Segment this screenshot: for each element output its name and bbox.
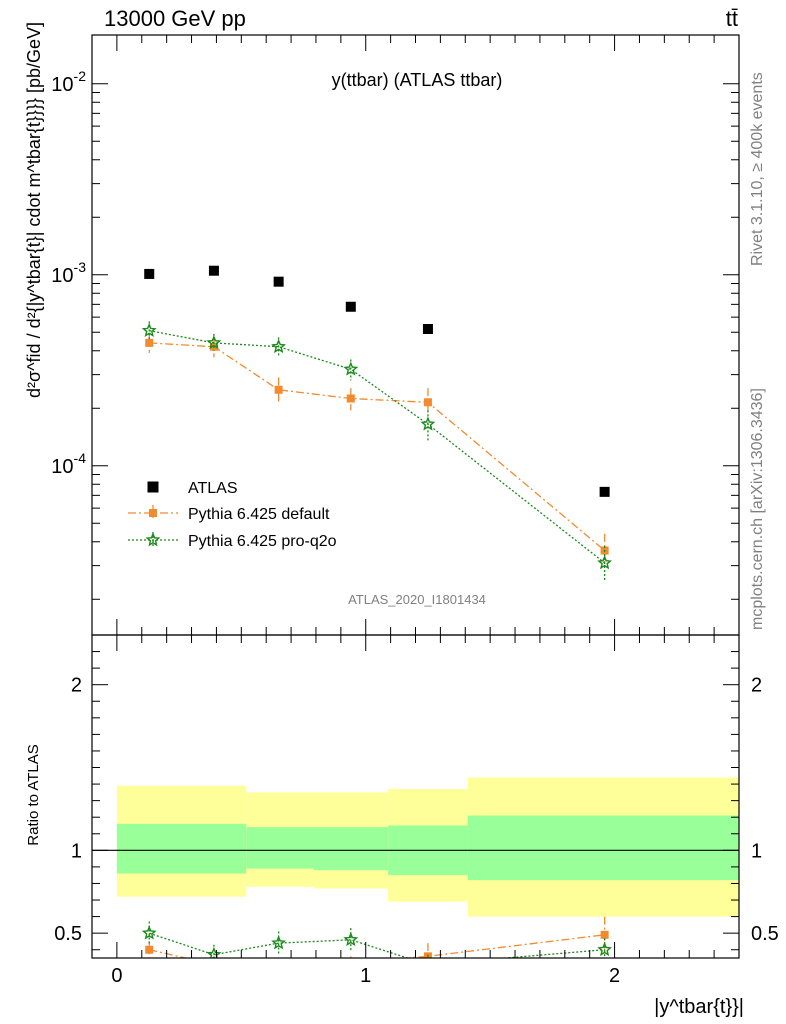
ratio-point (275, 967, 283, 975)
bottom-ytick-label-right: 1 (751, 840, 762, 862)
axes: 10-2 10-3 10-4 0 1 2 0.5 0.5 1 1 2 2 (51, 34, 779, 987)
legend-label: ATLAS (188, 480, 238, 497)
uncertainty-band-green (116, 823, 247, 874)
bottom-ytick-label-right: 0.5 (751, 923, 779, 945)
data-point (420, 416, 436, 431)
ratio-line-0 (149, 934, 605, 958)
data-point (273, 276, 284, 287)
bottom-ytick-label-right: 2 (751, 675, 762, 697)
data-point (206, 335, 222, 350)
rivet-label: Rivet 3.1.10, ≥ 400k events (749, 72, 766, 266)
ratio-point (141, 925, 157, 940)
data-point (208, 265, 219, 276)
legend-marker (145, 532, 161, 547)
legend-marker (147, 481, 159, 493)
data-point (343, 361, 359, 376)
top-ytick-label: 10-3 (51, 259, 86, 287)
legend: ATLAS Pythia 6.425 default Pythia 6.425 pr… (128, 480, 337, 550)
ratio-point (145, 945, 154, 954)
data-point (597, 555, 613, 570)
xtick-label: 1 (360, 965, 371, 987)
top-series (141, 265, 613, 581)
xlabel: |y^tbar{t}}| (654, 996, 744, 1018)
ratio-point (597, 941, 612, 957)
ratio-point (271, 935, 287, 950)
series-line-2 (149, 329, 606, 564)
plot-title: y(ttbar) (ATLAS ttbar) (332, 70, 503, 90)
data-point (345, 301, 356, 312)
data-point (422, 324, 433, 335)
data-point (141, 322, 157, 338)
data-point (144, 268, 155, 279)
top-ytick-label: 10-4 (51, 450, 86, 478)
data-point (423, 398, 432, 407)
mcplots-label: mcplots.cern.ch [arXiv:1306.3436] (749, 388, 766, 630)
ratio-bands (92, 777, 739, 917)
legend-marker (149, 509, 157, 517)
bottom-ytick-label: 0.5 (54, 923, 82, 945)
data-point (274, 385, 283, 394)
ratio-point (347, 959, 355, 967)
ratio-point (210, 961, 218, 969)
data-point (145, 338, 154, 347)
header-right: tt̄ (726, 6, 738, 31)
ratio-point (343, 931, 359, 947)
bottom-ytick-label: 1 (71, 840, 82, 862)
ratio-series (141, 916, 612, 975)
uncertainty-band-green (246, 827, 314, 869)
uncertainty-band-green (313, 827, 389, 871)
top-ytick-label: 10-2 (51, 68, 86, 96)
ratio-point (427, 956, 429, 958)
ratio-point (600, 930, 609, 939)
ratio-line-1 (148, 932, 605, 958)
data-point (346, 394, 355, 403)
header-left: 13000 GeV pp (104, 6, 246, 31)
series-line-1 (149, 342, 606, 551)
legend-label: Pythia 6.425 pro-q2o (188, 533, 337, 550)
data-point (271, 338, 286, 354)
uncertainty-band-green (467, 815, 739, 881)
bottom-ytick-label: 2 (71, 675, 82, 697)
watermark: ATLAS_2020_I1801434 (348, 592, 486, 607)
legend-label: Pythia 6.425 default (188, 506, 330, 523)
xtick-label: 2 (609, 965, 620, 987)
data-point (599, 486, 610, 497)
bottom-ylabel: Ratio to ATLAS (25, 744, 42, 845)
xtick-label: 0 (111, 965, 122, 987)
top-ylabel: d²σ^fid / d²{|y^tbar{t}| cdot m^tbar{t}}… (24, 22, 44, 398)
